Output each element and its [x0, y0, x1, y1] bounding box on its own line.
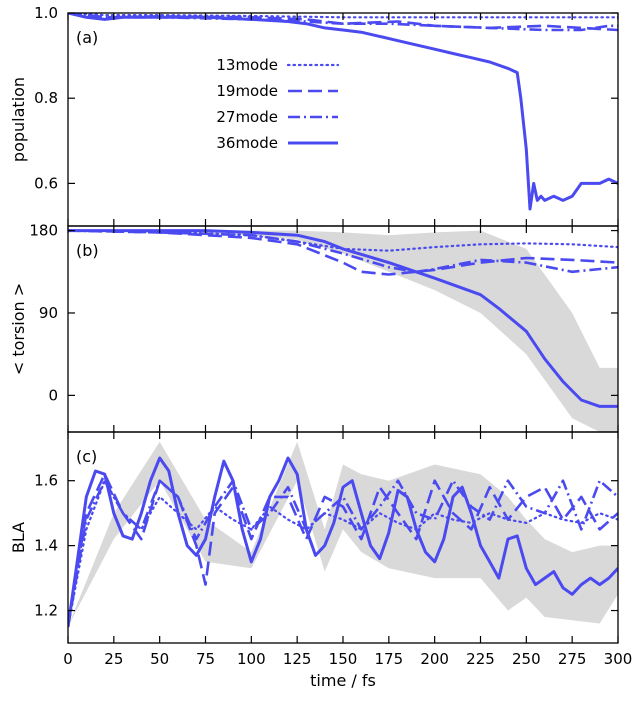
panel-label-a: (a)	[76, 28, 98, 47]
series-27mode	[68, 479, 618, 628]
y-axis-title-c: BLA	[9, 522, 28, 553]
x-tick-label: 125	[283, 650, 312, 668]
x-tick-label: 275	[558, 650, 587, 668]
x-tick-label: 0	[63, 650, 73, 668]
panel-label-c: (c)	[76, 447, 97, 466]
x-tick-label: 225	[466, 650, 495, 668]
y-axis-title-a: population	[9, 77, 28, 162]
panel-a: 0.6 0.8 1.0 population (a) 13mode 19mode 27mode…	[9, 4, 619, 227]
series-13mode	[68, 479, 618, 628]
panel-b: 0 90 180 < torsion > (b)	[9, 222, 619, 433]
plot-area-b	[68, 229, 618, 432]
x-tick-label: 150	[329, 650, 358, 668]
legend-label: 27mode	[216, 108, 278, 126]
y-tick-label: 0.6	[34, 174, 58, 192]
x-tick-label: 250	[512, 650, 541, 668]
series-27mode	[68, 229, 618, 274]
y-tick-label: 1.0	[34, 4, 58, 22]
series-36mode	[68, 229, 618, 408]
y-axis-title-b: < torsion >	[9, 283, 28, 375]
uncertainty-band	[68, 229, 618, 432]
series-36mode	[68, 456, 618, 628]
x-axis-title: time / fs	[310, 671, 376, 690]
legend-label: 19mode	[216, 82, 278, 100]
y-tick-label: 0	[48, 386, 58, 404]
y-tick-label: 1.4	[34, 537, 58, 555]
x-tick-label: 50	[150, 650, 169, 668]
y-tick-label: 1.2	[34, 602, 58, 620]
series-36mode	[68, 13, 618, 211]
y-tick-label: 1.6	[34, 472, 58, 490]
x-tick-label: 100	[237, 650, 266, 668]
y-tick-label: 0.8	[34, 89, 58, 107]
panel-label-b: (b)	[76, 241, 99, 260]
y-tick-label: 180	[29, 222, 58, 240]
x-tick-label: 75	[196, 650, 215, 668]
series-13mode	[68, 229, 618, 252]
plot-area-c	[68, 441, 618, 628]
uncertainty-band	[68, 441, 618, 627]
series-19mode	[68, 229, 618, 276]
x-tick-label: 175	[375, 650, 404, 668]
legend-label: 13mode	[216, 56, 278, 74]
legend: 13mode 19mode 27mode 36mode	[216, 56, 340, 152]
x-tick-label: 25	[104, 650, 123, 668]
panel-c: 1.2 1.4 1.6 BLA (c)	[9, 431, 619, 644]
y-tick-label: 90	[39, 304, 58, 322]
legend-label: 36mode	[216, 134, 278, 152]
plot-area-a	[68, 13, 618, 211]
x-tick-label: 200	[420, 650, 449, 668]
x-tick-label: 300	[604, 650, 633, 668]
